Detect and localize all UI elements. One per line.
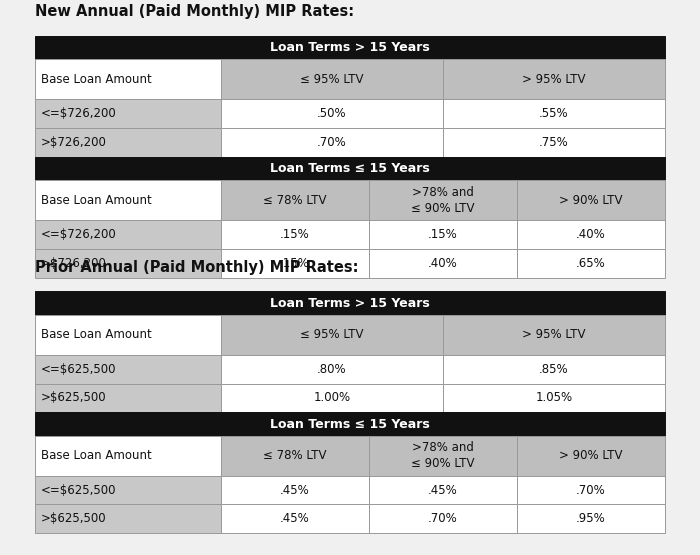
Bar [220, 384, 443, 412]
Text: 1.05%: 1.05% [536, 391, 573, 405]
Bar [220, 99, 443, 128]
Text: .45%: .45% [428, 483, 458, 497]
Text: ≤ 78% LTV: ≤ 78% LTV [263, 194, 327, 207]
Bar [517, 436, 665, 476]
Text: .40%: .40% [428, 257, 458, 270]
Bar [443, 59, 665, 99]
Bar [35, 128, 220, 157]
Bar [517, 180, 665, 220]
Bar [220, 128, 443, 157]
Bar [35, 436, 220, 476]
Bar [517, 249, 665, 278]
Bar [35, 291, 665, 315]
Text: Prior Annual (Paid Monthly) MIP Rates:: Prior Annual (Paid Monthly) MIP Rates: [35, 260, 358, 275]
Text: .15%: .15% [428, 228, 458, 241]
Text: >$625,500: >$625,500 [41, 391, 106, 405]
Text: > 90% LTV: > 90% LTV [559, 194, 623, 207]
Text: .70%: .70% [576, 483, 606, 497]
Text: > 90% LTV: > 90% LTV [559, 449, 623, 462]
Text: <=$726,200: <=$726,200 [41, 107, 116, 120]
Text: Base Loan Amount: Base Loan Amount [41, 73, 151, 86]
Bar [220, 59, 443, 99]
Bar [35, 412, 665, 436]
Text: .15%: .15% [280, 228, 309, 241]
Text: ≤ 78% LTV: ≤ 78% LTV [263, 449, 327, 462]
Text: Loan Terms ≤ 15 Years: Loan Terms ≤ 15 Years [270, 162, 430, 175]
Text: .40%: .40% [576, 228, 606, 241]
Bar [443, 355, 665, 384]
Bar [369, 504, 517, 533]
Text: <=$625,500: <=$625,500 [41, 362, 116, 376]
Bar [35, 476, 220, 504]
Text: Base Loan Amount: Base Loan Amount [41, 328, 151, 341]
Text: .50%: .50% [317, 107, 346, 120]
Text: Base Loan Amount: Base Loan Amount [41, 194, 151, 207]
Text: .45%: .45% [280, 483, 309, 497]
Text: Loan Terms > 15 Years: Loan Terms > 15 Years [270, 296, 430, 310]
Bar [35, 504, 220, 533]
Bar [517, 220, 665, 249]
Bar [369, 220, 517, 249]
Bar [517, 504, 665, 533]
Bar [35, 157, 665, 180]
Text: <=$625,500: <=$625,500 [41, 483, 116, 497]
Bar [369, 249, 517, 278]
Text: .95%: .95% [576, 512, 606, 526]
Text: ≤ 95% LTV: ≤ 95% LTV [300, 73, 363, 86]
Text: .55%: .55% [539, 107, 569, 120]
Text: Base Loan Amount: Base Loan Amount [41, 449, 151, 462]
Bar [35, 36, 665, 59]
Text: >78% and
≤ 90% LTV: >78% and ≤ 90% LTV [411, 185, 475, 215]
Text: .75%: .75% [539, 136, 569, 149]
Text: > 95% LTV: > 95% LTV [522, 73, 586, 86]
Bar [220, 355, 443, 384]
Bar [35, 384, 220, 412]
Bar [220, 436, 369, 476]
Text: >$726,200: >$726,200 [41, 257, 106, 270]
Bar [35, 220, 220, 249]
Bar [517, 476, 665, 504]
Bar [443, 384, 665, 412]
Bar [220, 249, 369, 278]
Bar [220, 476, 369, 504]
Bar [220, 220, 369, 249]
Text: .70%: .70% [428, 512, 458, 526]
Bar [369, 476, 517, 504]
Text: >$625,500: >$625,500 [41, 512, 106, 526]
Text: New Annual (Paid Monthly) MIP Rates:: New Annual (Paid Monthly) MIP Rates: [35, 4, 354, 19]
Bar [35, 249, 220, 278]
Bar [35, 355, 220, 384]
Bar [35, 99, 220, 128]
Text: >$726,200: >$726,200 [41, 136, 106, 149]
Bar [443, 315, 665, 355]
Text: Loan Terms ≤ 15 Years: Loan Terms ≤ 15 Years [270, 417, 430, 431]
Bar [35, 59, 220, 99]
Text: .65%: .65% [576, 257, 606, 270]
Text: .80%: .80% [317, 362, 346, 376]
Bar [220, 504, 369, 533]
Text: .15%: .15% [280, 257, 309, 270]
Text: ≤ 95% LTV: ≤ 95% LTV [300, 328, 363, 341]
Text: >78% and
≤ 90% LTV: >78% and ≤ 90% LTV [411, 441, 475, 471]
Bar [35, 180, 220, 220]
Text: .45%: .45% [280, 512, 309, 526]
Bar [220, 315, 443, 355]
Text: > 95% LTV: > 95% LTV [522, 328, 586, 341]
Text: .70%: .70% [317, 136, 346, 149]
Bar [35, 315, 220, 355]
Text: 1.00%: 1.00% [314, 391, 351, 405]
Bar [369, 180, 517, 220]
Text: <=$726,200: <=$726,200 [41, 228, 116, 241]
Bar [443, 99, 665, 128]
Text: Loan Terms > 15 Years: Loan Terms > 15 Years [270, 41, 430, 54]
Bar [369, 436, 517, 476]
Bar [220, 180, 369, 220]
Bar [443, 128, 665, 157]
Text: .85%: .85% [539, 362, 569, 376]
